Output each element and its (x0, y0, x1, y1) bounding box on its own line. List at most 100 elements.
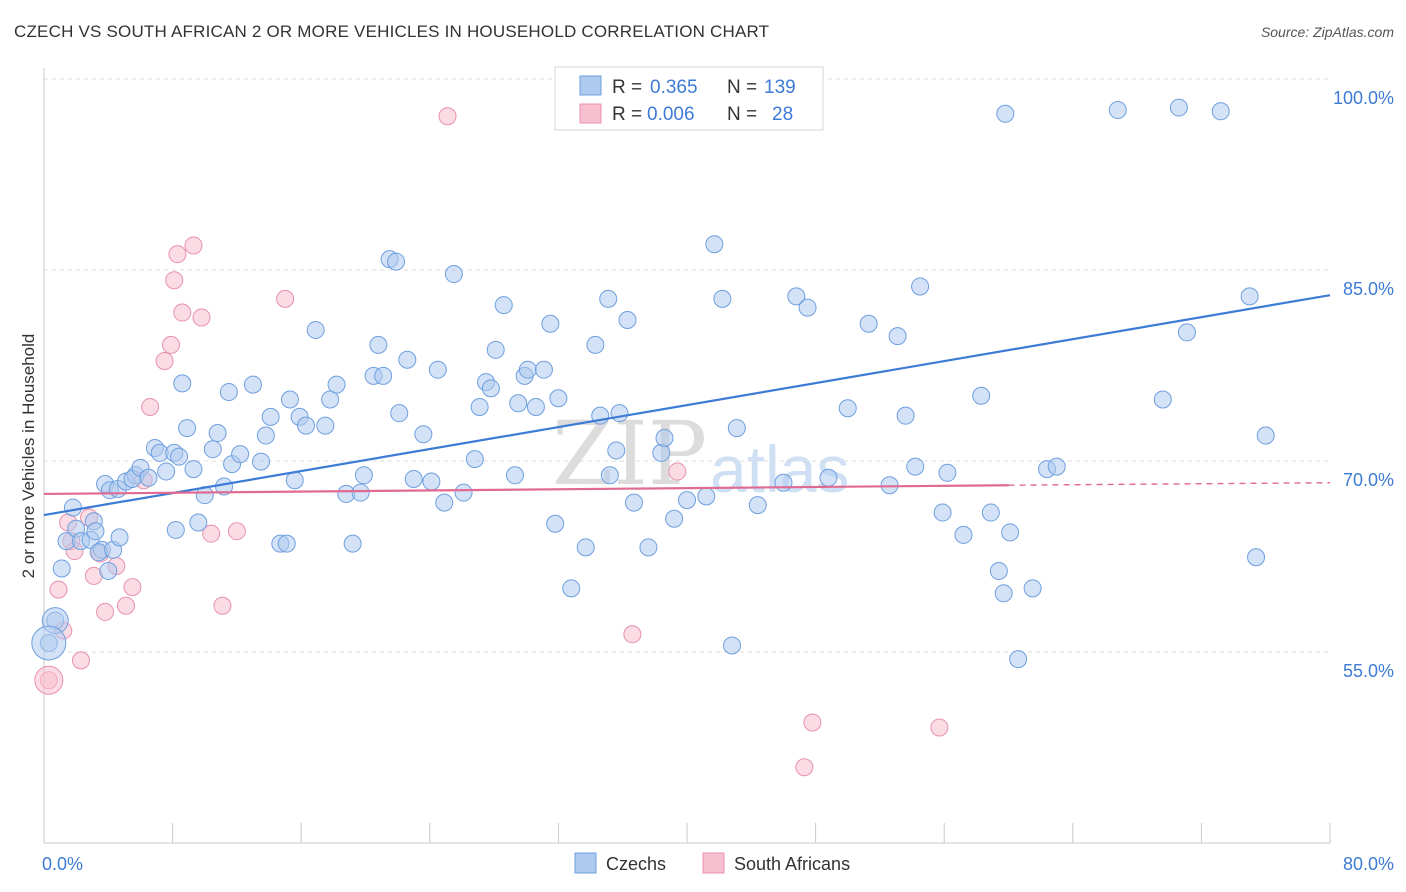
czech-point (444, 265, 463, 284)
czech-point (398, 350, 417, 369)
czech-point (727, 419, 746, 438)
south-african-point (803, 713, 822, 732)
czech-point (665, 509, 684, 528)
czech-point (261, 407, 280, 426)
south-african-point (123, 578, 142, 597)
czech-point (428, 360, 447, 379)
legend-r-label-2: R = (612, 104, 642, 125)
south-african-point (795, 758, 814, 777)
czech-point (748, 496, 767, 515)
czech-point (713, 289, 732, 308)
czech-point (723, 636, 742, 655)
czech-point (343, 534, 362, 553)
czech-point (896, 406, 915, 425)
czech-point (414, 425, 433, 444)
legend-swatch-south-africans (579, 103, 602, 124)
czech-point (297, 416, 316, 435)
czech-point (705, 235, 724, 254)
czech-point (110, 528, 129, 547)
czech-point (157, 462, 176, 481)
czech-point (454, 483, 473, 502)
czech-point (369, 335, 388, 354)
czech-point (607, 441, 626, 460)
czech-point (306, 320, 325, 339)
czech-point (859, 314, 878, 333)
south-african-point (227, 522, 246, 541)
czech-point (994, 584, 1013, 603)
legend-box: R = 0.365 N = 139 R = 0.006 N = 28 (554, 66, 824, 131)
south-african-trend-extension (1008, 482, 1331, 486)
czech-point (1108, 101, 1127, 120)
czech-point (1211, 102, 1230, 121)
czech-point (277, 534, 296, 553)
czech-point (562, 579, 581, 598)
czech-point (390, 404, 409, 423)
czech-point (576, 538, 595, 557)
south-african-point (168, 245, 187, 264)
czech-point (52, 559, 71, 578)
czech-point (972, 386, 991, 405)
czech-point (203, 440, 222, 459)
czech-point (387, 252, 406, 271)
czech-point (166, 520, 185, 539)
czech-point (678, 491, 696, 510)
czech-point (989, 561, 1008, 580)
czech-point (1023, 579, 1042, 598)
south-african-point (141, 397, 160, 416)
czech-point (1256, 426, 1275, 445)
legend-n-label-1: N = (727, 77, 757, 98)
czech-point (321, 390, 340, 409)
czech-point (639, 538, 658, 557)
x-tick-label-max: 80.0% (1343, 854, 1394, 874)
bottom-legend-swatch-south-africans (702, 852, 725, 874)
watermark-atlas: atlas (710, 432, 849, 506)
czech-point (494, 296, 513, 315)
czech-large-point (31, 625, 67, 661)
south-african-point (155, 351, 174, 370)
czech-point (505, 466, 524, 485)
x-tick-label-min: 0.0% (42, 854, 83, 874)
chart-title: CZECH VS SOUTH AFRICAN 2 OR MORE VEHICLE… (14, 22, 770, 41)
south-african-point (173, 303, 192, 322)
source-label: Source: ZipAtlas.com (1260, 24, 1394, 40)
legend-n-value-2: 28 (772, 104, 793, 125)
south-african-point (623, 625, 642, 644)
legend-r-value-2: 0.006 (647, 104, 695, 125)
czech-point (189, 513, 208, 532)
czech-point (486, 340, 505, 359)
south-african-trend-line (43, 484, 1009, 496)
south-african-point (213, 596, 232, 615)
czech-point (618, 311, 637, 330)
czech-point (798, 298, 817, 317)
czech-point (1001, 523, 1020, 542)
czech-point (465, 450, 484, 469)
czech-point (252, 452, 271, 471)
legend-r-label-1: R = (612, 77, 642, 98)
czech-point (470, 397, 489, 416)
czech-point (99, 561, 118, 580)
czech-point (509, 394, 528, 413)
czech-point (938, 463, 957, 482)
south-african-points (34, 107, 949, 777)
czech-point (526, 397, 545, 416)
czech-point (231, 445, 250, 464)
south-african-point (96, 602, 115, 621)
south-african-point (71, 651, 90, 670)
czech-point (787, 287, 806, 306)
czech-point (173, 374, 192, 393)
south-african-point (930, 718, 949, 737)
czech-point (374, 366, 393, 385)
south-african-point (438, 107, 457, 126)
czech-point (404, 470, 423, 489)
czech-point (586, 335, 605, 354)
czech-point (243, 375, 262, 394)
y-tick-label-55: 55.0% (1343, 661, 1394, 681)
czech-point (208, 424, 227, 443)
czech-point (954, 525, 973, 544)
czech-point (256, 426, 275, 445)
czech-trend-line (43, 294, 1331, 517)
south-african-point (49, 580, 68, 599)
legend-r-value-1: 0.365 (650, 77, 698, 98)
czech-point (996, 104, 1015, 123)
